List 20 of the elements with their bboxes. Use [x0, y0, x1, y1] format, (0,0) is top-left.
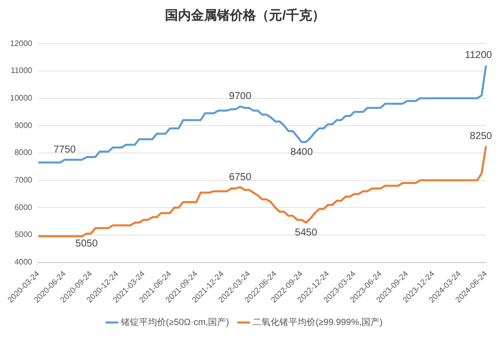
data-label: 6750 — [229, 172, 252, 183]
data-label: 7750 — [53, 144, 76, 156]
legend-label: 二氧化锗平均价(≥99.999%,国产) — [252, 316, 383, 327]
data-label: 5450 — [294, 227, 318, 238]
y-tick-label: 7000 — [14, 175, 33, 184]
y-tick-label: 11000 — [10, 66, 33, 76]
y-tick-label: 6000 — [14, 202, 33, 212]
y-tick-label: 9000 — [14, 120, 33, 130]
y-tick-label: 10000 — [10, 93, 33, 102]
data-label: 5050 — [75, 238, 98, 250]
y-tick-label: 12000 — [10, 38, 33, 48]
data-label: 9700 — [229, 91, 252, 102]
data-label: 8400 — [290, 146, 314, 158]
y-tick-label: 8000 — [14, 148, 33, 158]
y-tick-label: 4000 — [14, 257, 33, 266]
legend-label: 锗锭平均价(≥50Ω·cm,国产) — [120, 316, 230, 327]
data-label: 8250 — [470, 130, 492, 142]
y-tick-label: 5000 — [14, 230, 33, 240]
data-label: 11200 — [464, 50, 492, 62]
chart-title: 国内金属锗价格（元/千克） — [165, 7, 325, 22]
